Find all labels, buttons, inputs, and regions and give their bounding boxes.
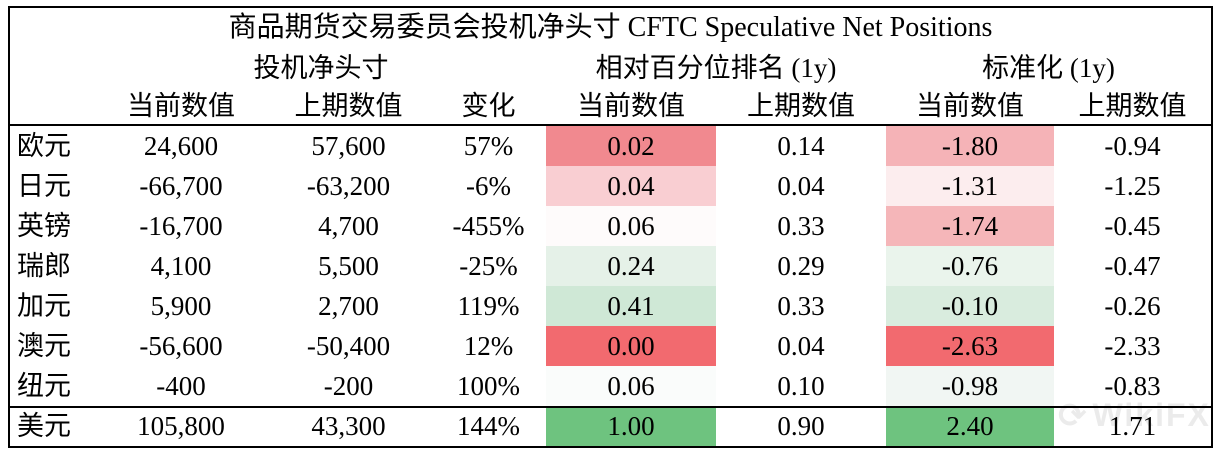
column-header-net-current: 当前数值 [96,88,266,126]
net-change-cell: 100% [457,371,520,401]
column-header-pct-current: 当前数值 [546,88,716,126]
net-current-cell: -66,700 [139,171,223,201]
standardized-current-cell: -2.63 [886,326,1054,366]
standardized-current-cell: -1.31 [886,166,1054,206]
column-header-pct-previous: 上期数值 [716,88,886,126]
net-previous-cell: -200 [323,371,374,401]
net-previous-cell: 2,700 [318,291,379,321]
column-header-spacer [10,88,96,126]
net-current-cell: 5,900 [150,291,212,321]
currency-label: 瑞郎 [17,251,71,281]
cftc-positions-table: ⟳ WikiFX 商品期货交易委员会投机净头寸 CFTC Speculative… [8,6,1213,448]
standardized-current-cell: -1.80 [886,126,1054,166]
percentile-previous-cell: 0.04 [777,331,825,361]
standardized-previous-cell: -0.26 [1104,291,1161,321]
net-previous-cell: 5,500 [318,251,379,281]
net-change-cell: -455% [452,211,525,241]
percentile-previous-cell: 0.33 [777,291,825,321]
net-previous-cell: 4,700 [318,211,379,241]
standardized-previous-cell: -0.94 [1104,131,1161,161]
net-current-cell: 24,600 [143,131,219,161]
currency-label: 日元 [17,171,71,201]
percentile-current-cell: 0.41 [546,286,716,326]
currency-label: 欧元 [17,131,71,161]
column-header-net-previous: 上期数值 [266,88,431,126]
standardized-current-cell: -0.10 [886,286,1054,326]
standardized-current-cell: 2.40 [886,406,1054,446]
table-title: 商品期货交易委员会投机净头寸 CFTC Speculative Net Posi… [228,12,993,43]
percentile-previous-cell: 0.14 [777,131,825,161]
net-current-cell: -400 [156,371,206,401]
net-current-cell: -16,700 [139,211,223,241]
net-change-cell: 119% [457,291,520,321]
column-header-std-current: 当前数值 [886,88,1054,126]
percentile-current-cell: 1.00 [546,406,716,446]
percentile-current-cell: 0.06 [546,366,716,406]
percentile-previous-cell: 0.29 [777,251,825,281]
column-header-change: 变化 [431,88,546,126]
net-current-cell: -56,600 [139,331,223,361]
percentile-current-cell: 0.06 [546,206,716,246]
currency-label: 纽元 [17,371,71,401]
table-grid: 商品期货交易委员会投机净头寸 CFTC Speculative Net Posi… [10,8,1211,446]
standardized-previous-cell: 1.71 [1054,406,1211,446]
group-header-net-positions: 投机净头寸 [253,53,389,83]
standardized-current-cell: -0.98 [886,366,1054,406]
net-previous-cell: -63,200 [306,171,391,201]
percentile-current-cell: 0.24 [546,246,716,286]
net-change-cell: 12% [463,331,514,361]
group-spacer [10,48,96,88]
net-previous-cell: 43,300 [266,406,431,446]
percentile-previous-cell: 0.04 [777,171,825,201]
standardized-previous-cell: -1.25 [1104,171,1161,201]
percentile-previous-cell: 0.10 [777,371,825,401]
standardized-previous-cell: -0.45 [1104,211,1161,241]
group-header-percentile-rank: 相对百分位排名 (1y) [595,53,837,83]
net-previous-cell: -50,400 [306,331,391,361]
net-change-cell: 57% [463,131,514,161]
net-change-cell: -25% [459,251,518,281]
percentile-current-cell: 0.00 [546,326,716,366]
standardized-current-cell: -0.76 [886,246,1054,286]
percentile-current-cell: 0.04 [546,166,716,206]
percentile-previous-cell: 0.90 [716,406,886,446]
column-header-std-previous: 上期数值 [1054,88,1211,126]
net-change-cell: -6% [466,171,511,201]
standardized-previous-cell: -0.47 [1104,251,1161,281]
net-current-cell: 105,800 [96,406,266,446]
currency-label: 澳元 [17,331,71,361]
currency-label: 英镑 [17,211,71,241]
net-change-cell: 144% [431,406,546,446]
group-header-standardized: 标准化 (1y) [982,53,1115,83]
standardized-current-cell: -1.74 [886,206,1054,246]
percentile-previous-cell: 0.33 [777,211,825,241]
currency-label: 加元 [17,291,71,321]
currency-label: 美元 [10,406,96,446]
standardized-previous-cell: -0.83 [1104,371,1161,401]
percentile-current-cell: 0.02 [546,126,716,166]
net-current-cell: 4,100 [150,251,212,281]
standardized-previous-cell: -2.33 [1104,331,1161,361]
net-previous-cell: 57,600 [311,131,386,161]
